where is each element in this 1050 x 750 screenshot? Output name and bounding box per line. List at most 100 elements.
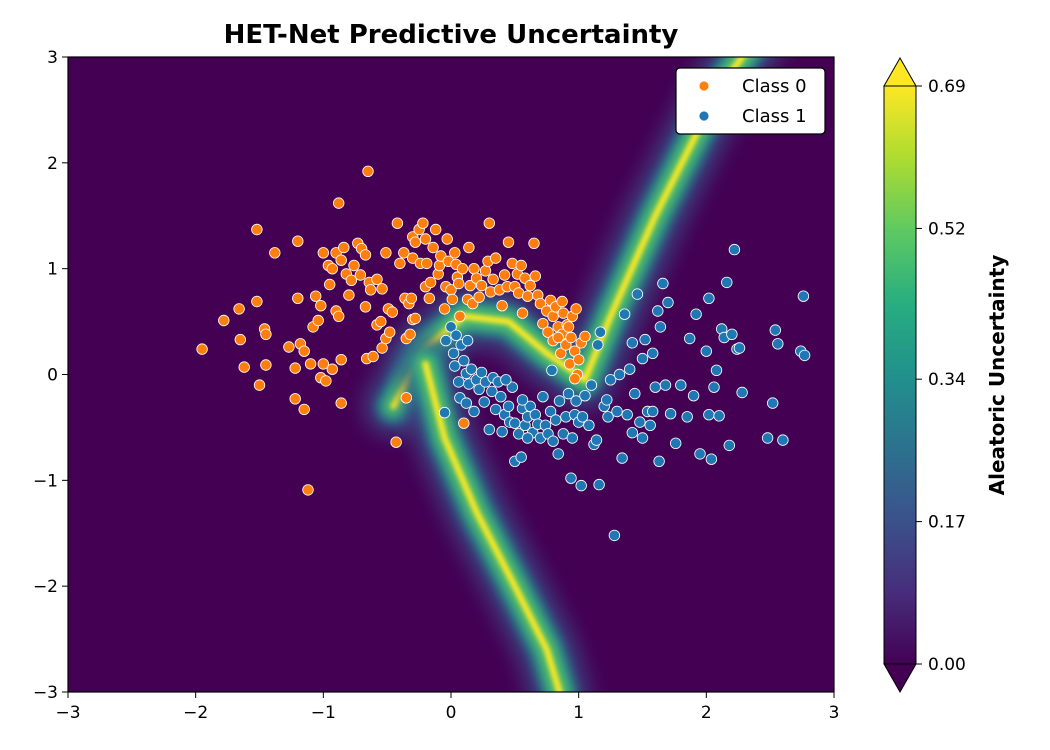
point-class-1-55 <box>562 387 575 400</box>
colorbar-label: Aleatoric Uncertainty <box>985 255 1009 496</box>
point-class-0-9 <box>260 328 272 341</box>
legend-label-class-0: Class 0 <box>742 76 807 97</box>
point-class-0-164 <box>562 321 575 333</box>
scatter-points <box>196 165 811 542</box>
point-class-1-29 <box>502 400 515 413</box>
point-class-1-73 <box>604 374 617 386</box>
point-class-1-111 <box>713 410 725 422</box>
point-class-0-69 <box>398 247 410 259</box>
point-class-1-5 <box>450 329 462 342</box>
legend-marker-class-1 <box>698 110 710 122</box>
point-class-0-55 <box>367 350 379 363</box>
point-class-0-36 <box>333 197 345 209</box>
point-class-0-5 <box>251 223 263 236</box>
point-class-1-74 <box>608 529 621 542</box>
point-class-0-86 <box>421 257 433 270</box>
point-class-1-59 <box>570 395 582 407</box>
point-class-1-78 <box>618 308 631 320</box>
point-class-1-18 <box>475 366 488 379</box>
point-class-0-119 <box>487 273 499 286</box>
point-class-1-2 <box>445 321 457 333</box>
point-class-1-41 <box>529 409 542 421</box>
point-class-1-127 <box>797 290 810 302</box>
point-class-0-54 <box>364 284 377 296</box>
point-class-0-163 <box>552 331 564 344</box>
point-class-0-68 <box>394 257 406 270</box>
point-class-1-98 <box>664 408 677 420</box>
point-class-0-147 <box>555 347 567 360</box>
point-class-1-132 <box>516 394 529 406</box>
point-class-0-61 <box>380 247 392 259</box>
y-tick-label-6: 3 <box>47 48 58 68</box>
point-class-0-13 <box>289 362 301 374</box>
y-tick-label-4: 1 <box>47 260 58 280</box>
point-class-1-39 <box>524 400 536 413</box>
point-class-0-161 <box>569 373 581 385</box>
point-class-0-28 <box>317 358 330 370</box>
point-class-0-32 <box>326 263 339 275</box>
point-class-1-81 <box>626 427 639 439</box>
point-class-1-101 <box>681 411 693 423</box>
point-class-1-77 <box>616 452 628 464</box>
point-class-1-70 <box>594 326 607 338</box>
point-class-1-110 <box>710 364 723 377</box>
point-class-1-12 <box>461 334 474 347</box>
legend-marker-class-0 <box>698 80 710 92</box>
point-class-1-65 <box>585 379 598 391</box>
point-class-1-52 <box>553 395 566 407</box>
point-class-0-4 <box>238 361 250 373</box>
point-class-0-74 <box>404 328 416 341</box>
point-class-1-97 <box>662 296 674 309</box>
point-class-1-124 <box>772 338 784 350</box>
point-class-0-131 <box>516 307 529 319</box>
point-class-0-10 <box>260 359 272 371</box>
point-class-0-27 <box>317 247 330 259</box>
point-class-1-99 <box>670 437 682 450</box>
point-class-0-38 <box>335 354 347 366</box>
point-class-0-105 <box>456 263 469 275</box>
point-class-0-21 <box>304 358 317 370</box>
point-class-0-88 <box>424 276 437 289</box>
point-class-0-114 <box>475 279 488 292</box>
point-class-0-120 <box>490 252 502 264</box>
point-class-0-100 <box>449 247 461 259</box>
point-class-1-115 <box>723 439 736 452</box>
point-class-0-7 <box>253 379 266 391</box>
colorbar-tick-label-3: 0.52 <box>928 219 966 239</box>
point-class-1-87 <box>639 333 651 346</box>
point-class-1-69 <box>593 478 605 491</box>
point-class-1-123 <box>769 324 782 336</box>
point-class-1-76 <box>613 368 626 381</box>
y-tick-label-2: −1 <box>33 471 58 491</box>
point-class-1-89 <box>644 419 656 432</box>
point-class-0-103 <box>453 277 465 290</box>
point-class-0-37 <box>333 310 345 323</box>
point-class-0-160 <box>579 330 591 343</box>
y-tick-label-5: 2 <box>47 154 58 174</box>
point-class-0-0 <box>196 343 208 355</box>
point-class-0-117 <box>483 217 496 229</box>
point-class-0-136 <box>529 270 542 282</box>
point-class-1-15 <box>468 405 480 418</box>
colorbar: 0.00 0.17 0.34 0.52 0.69 Aleatoric Uncertain… <box>883 56 1009 694</box>
point-class-0-156 <box>570 303 582 315</box>
point-class-1-122 <box>767 397 779 409</box>
point-class-0-153 <box>565 331 577 344</box>
point-class-0-12 <box>283 341 295 353</box>
point-class-1-4 <box>449 360 461 372</box>
point-class-1-116 <box>726 328 738 341</box>
point-class-1-51 <box>552 448 564 460</box>
x-tick-label-6: 3 <box>829 703 840 723</box>
point-class-0-50 <box>359 301 372 313</box>
point-class-0-24 <box>312 314 324 327</box>
point-class-1-103 <box>687 390 700 402</box>
colorbar-tick-label-1: 0.17 <box>928 513 966 533</box>
plot-area <box>67 56 835 693</box>
point-class-1-31 <box>506 381 519 393</box>
legend-box <box>675 67 826 135</box>
x-tick-label-4: 1 <box>573 703 584 723</box>
point-class-0-78 <box>407 252 419 264</box>
point-class-1-21 <box>483 423 496 436</box>
point-class-1-17 <box>473 383 485 396</box>
x-tick-label-3: 0 <box>446 703 457 723</box>
